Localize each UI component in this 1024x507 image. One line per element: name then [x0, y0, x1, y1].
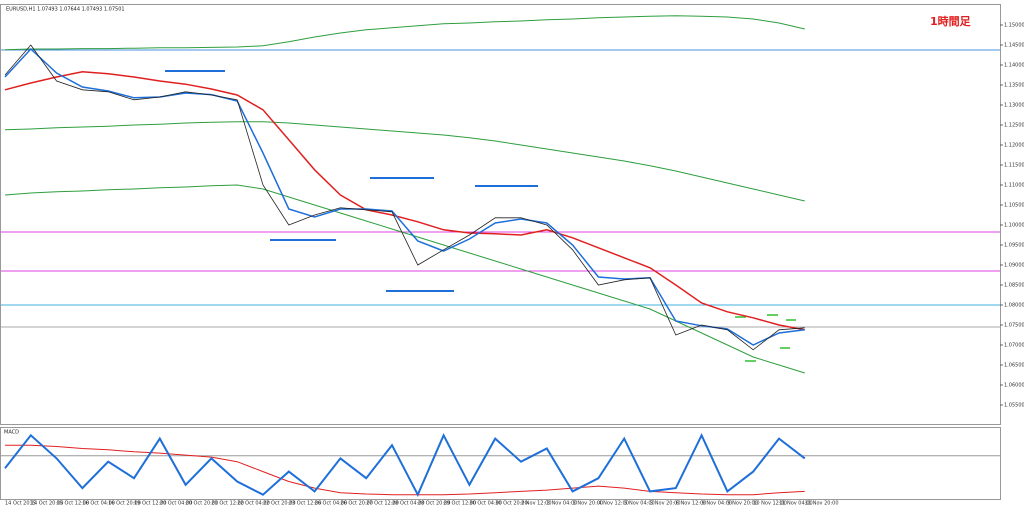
series-line — [4, 184, 805, 374]
y-tick-label: 1.12500 — [1004, 123, 1024, 129]
x-tick-label: 15 Oct 12:00 — [57, 501, 90, 507]
x-tick-label: 21 Oct 12:00 — [211, 501, 244, 507]
y-tick-label: 1.12000 — [1004, 143, 1024, 149]
y-tick-label: 1.10500 — [1004, 203, 1024, 209]
x-tick-label: 2 Nov 12:00 — [521, 501, 552, 507]
x-tick-label: 14 Oct 2015 — [5, 501, 36, 507]
x-tick-label: 30 Oct 04:00 — [469, 501, 502, 507]
series-line — [4, 121, 805, 202]
y-tick-label: 1.13000 — [1004, 103, 1024, 109]
x-tick-label: 20 Oct 04:00 — [160, 501, 193, 507]
y-tick-label: 1.08500 — [1004, 283, 1024, 289]
y-tick-label: 1.10000 — [1004, 223, 1024, 229]
y-tick-label: 1.11000 — [1004, 183, 1024, 189]
x-tick-label: 20 Oct 20:00 — [186, 501, 219, 507]
x-tick-label: 14 Oct 20:00 — [31, 501, 64, 507]
y-tick-label: 1.15000 — [1004, 23, 1024, 29]
y-tick-label: 1.13500 — [1004, 83, 1024, 89]
y-tick-label: 1.14500 — [1004, 43, 1024, 49]
x-tick-label: 9 Nov 04:00 — [702, 501, 733, 507]
swing-marks — [735, 314, 796, 362]
x-tick-label: 28 Oct 04:00 — [392, 501, 425, 507]
x-tick-label: 5 Nov 20:00 — [650, 501, 681, 507]
x-tick-label: 3 Nov 04:00 — [547, 501, 578, 507]
series-line — [4, 44, 805, 351]
x-tick-label: 11 Nov 20:00 — [805, 501, 839, 507]
y-tick-label: 1.11500 — [1004, 163, 1024, 169]
sub-header: MACD — [4, 430, 19, 436]
series-line — [4, 71, 805, 331]
x-tick-label: 10 Nov 12:00 — [753, 501, 787, 507]
x-tick-label: 4 Nov 12:00 — [598, 501, 629, 507]
symbol-header: EURUSD,H1 1.07493 1.07644 1.07493 1.0750… — [6, 7, 125, 13]
annotation: 1時間足 — [930, 14, 972, 28]
series-line — [5, 444, 805, 496]
y-tick-label: 1.06500 — [1004, 363, 1024, 369]
x-tick-label: 23 Oct 12:00 — [289, 501, 322, 507]
x-tick-label: 27 Oct 12:00 — [366, 501, 399, 507]
x-tick-label: 19 Oct 12:00 — [134, 501, 167, 507]
x-tick-label: 22 Oct 20:00 — [263, 501, 296, 507]
y-tick-label: 1.07000 — [1004, 343, 1024, 349]
y-tick-label: 1.05500 — [1004, 403, 1024, 409]
x-tick-label: 3 Nov 20:00 — [573, 501, 604, 507]
y-tick-label: 1.06000 — [1004, 383, 1024, 389]
x-tick-label: 16 Oct 20:00 — [108, 501, 141, 507]
level-marks — [165, 70, 538, 292]
x-tick-label: 29 Oct 12:00 — [444, 501, 477, 507]
series-line — [4, 15, 805, 51]
y-tick-label: 1.07500 — [1004, 323, 1024, 329]
x-tick-label: 26 Oct 20:00 — [340, 501, 373, 507]
series-line — [4, 47, 805, 346]
x-tick-label: 11 Nov 04:00 — [779, 501, 813, 507]
sub-frame — [0, 427, 1001, 500]
x-tick-label: 6 Nov 12:00 — [676, 501, 707, 507]
x-tick-label: 28 Oct 20:00 — [418, 501, 451, 507]
y-tick-label: 1.08000 — [1004, 303, 1024, 309]
y-tick-label: 1.09000 — [1004, 263, 1024, 269]
x-tick-label: 26 Oct 04:00 — [315, 501, 348, 507]
x-tick-label: 16 Oct 04:00 — [82, 501, 115, 507]
x-tick-label: 5 Nov 04:00 — [624, 501, 655, 507]
y-tick-label: 1.09500 — [1004, 243, 1024, 249]
main-frame — [0, 4, 1001, 425]
x-tick-label: 30 Oct 20:00 — [495, 501, 528, 507]
y-tick-label: 1.14000 — [1004, 63, 1024, 69]
x-tick-label: 22 Oct 04:00 — [237, 501, 270, 507]
x-tick-label: 9 Nov 20:00 — [727, 501, 758, 507]
series-line — [4, 432, 806, 498]
